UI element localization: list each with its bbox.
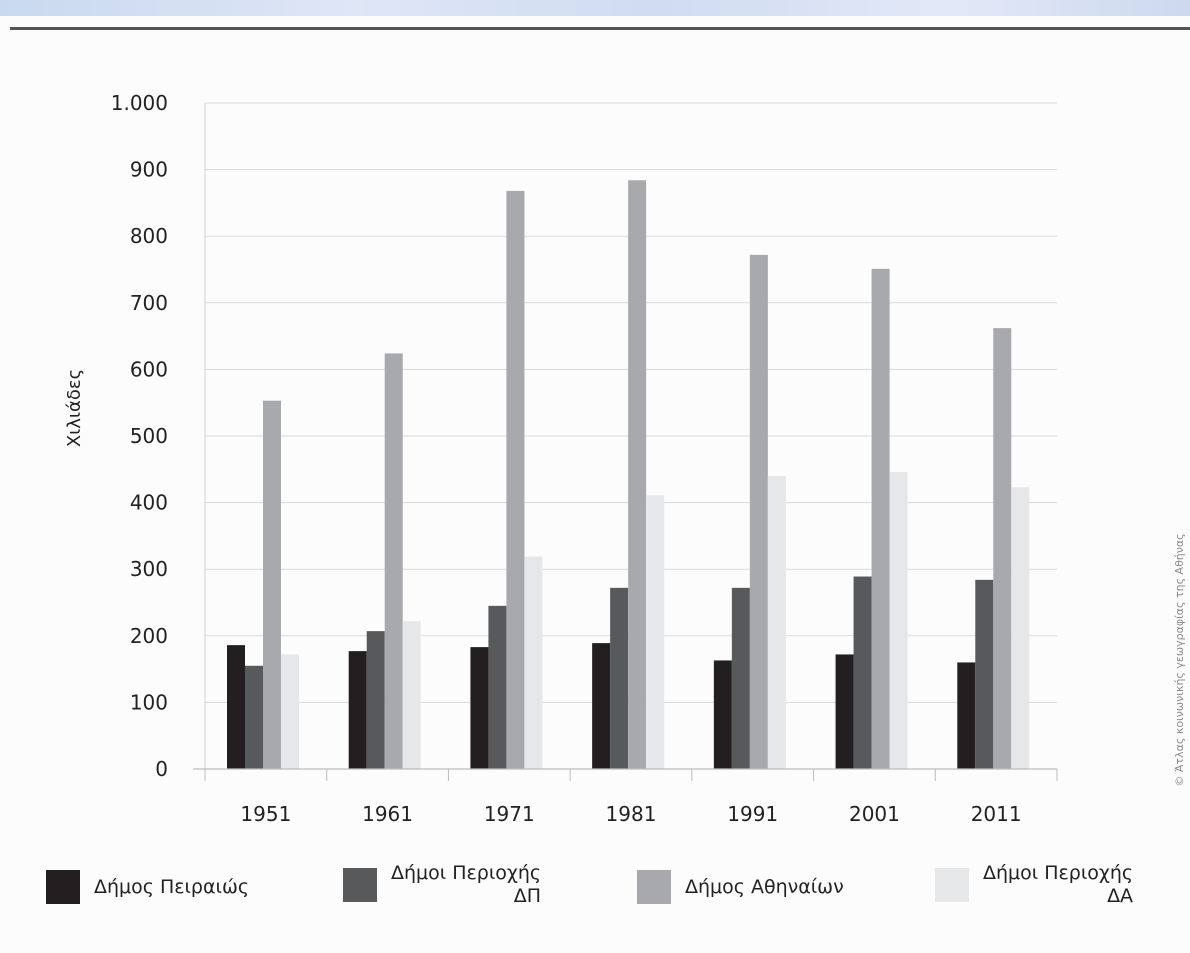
bar-1961-series-2 [366,631,385,769]
legend: Δήμος Πειραιώς Δήμοι Περιοχής ΔΠ Δήμος Α… [0,862,1190,922]
legend-label: Δήμοι Περιοχής ΔΠ [391,862,542,907]
y-tick-label: 900 [130,158,168,182]
y-tick-labels: 0 100 200 300 400 500 600 700 800 900 1.000 [111,91,168,781]
bars [227,180,1030,770]
y-tick-label: 700 [130,291,168,315]
legend-item-da: Δήμοι Περιοχής ΔΑ [935,862,1133,908]
legend-swatch [343,868,377,902]
y-tick-label: 200 [130,624,168,648]
y-tick-label: 500 [130,424,168,448]
legend-swatch [935,868,969,902]
x-tick-label: 1961 [362,802,413,826]
legend-label: Δήμοι Περιοχής ΔΑ [983,862,1134,907]
bar-1981-series-3 [628,180,647,770]
bar-2001-series-2 [853,576,872,769]
legend-label: Δήμος Αθηναίων [685,875,844,898]
y-tick-label: 300 [130,557,168,581]
top-rule [10,27,1190,30]
bar-1971-series-1 [470,647,489,769]
x-tick-labels: 1951 1961 1971 1981 1991 2001 2011 [240,802,1021,826]
x-tick-label: 2001 [849,802,900,826]
bar-1951-series-4 [281,654,299,769]
legend-item-athens: Δήμος Αθηναίων [637,870,844,904]
y-tick-label: 400 [130,491,168,515]
bar-2011-series-2 [975,579,994,769]
bar-2001-series-4 [889,471,908,769]
legend-swatch [637,870,671,904]
legend-item-piraeus: Δήμος Πειραιώς [46,870,249,904]
bar-1981-series-1 [592,643,611,769]
y-tick-label: 600 [130,357,168,381]
bar-1991-series-3 [749,254,768,769]
bar-1971-series-2 [488,605,507,769]
legend-swatch [46,870,80,904]
bar-1971-series-3 [506,190,525,770]
legend-label: Δήμος Πειραιώς [94,875,250,898]
y-tick-label: 100 [130,690,168,714]
bar-2001-series-3 [871,268,890,769]
bar-1951-series-3 [263,400,281,769]
y-tick-label: 800 [130,224,168,248]
image-credit: © Άτλας κοινωνικής γεωγραφίας της Αθήνας [1173,533,1186,786]
x-tick-label: 1951 [240,802,291,826]
bar-1951-series-1 [227,645,245,769]
bar-2001-series-1 [835,654,854,769]
bar-1971-series-4 [524,556,543,769]
bar-1981-series-2 [610,587,629,769]
bar-1961-series-4 [402,621,421,769]
y-tick-label: 1.000 [111,91,168,115]
bar-2011-series-3 [993,328,1012,769]
bar-1961-series-1 [348,651,367,769]
y-axis-title: Χιλιάδες [64,369,85,447]
bar-1951-series-2 [245,665,263,769]
bar-1961-series-3 [384,353,403,769]
bar-1991-series-1 [713,660,732,769]
top-banner-strip [0,0,1190,16]
bar-2011-series-4 [1011,487,1030,769]
x-tick-label: 1991 [727,802,778,826]
bar-1981-series-4 [646,495,665,769]
axes [193,103,1058,781]
bar-1991-series-2 [731,587,750,769]
x-tick-label: 1971 [484,802,535,826]
bar-2011-series-1 [957,662,976,769]
bar-1991-series-4 [767,475,786,769]
legend-item-dp: Δήμοι Περιοχής ΔΠ [343,862,541,908]
x-tick-label: 1981 [606,802,657,826]
y-tick-label: 0 [155,757,168,781]
x-tick-label: 2011 [971,802,1022,826]
